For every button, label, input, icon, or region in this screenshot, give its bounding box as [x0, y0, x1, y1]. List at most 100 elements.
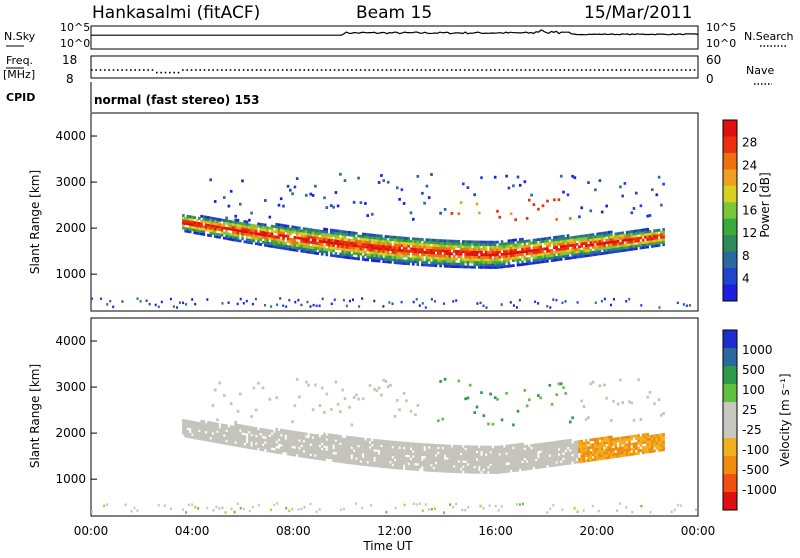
echo-cell	[569, 251, 572, 255]
echo-cell	[254, 408, 258, 412]
echo-cell	[537, 302, 540, 305]
echo-cell	[266, 231, 269, 235]
echo-cell	[279, 431, 283, 435]
echo-cell	[630, 211, 634, 215]
echo-cell	[416, 458, 420, 461]
echo-cell	[441, 457, 445, 460]
echo-cell	[578, 445, 581, 448]
echo-cell	[464, 508, 467, 512]
echo-cell	[261, 223, 265, 226]
echo-cell	[473, 460, 476, 464]
echo-cell	[603, 383, 606, 387]
echo-cell	[514, 258, 517, 262]
echo-cell	[635, 239, 638, 243]
echo-cell	[584, 441, 588, 445]
echo-cell	[284, 429, 288, 433]
echo-cell	[243, 437, 247, 441]
echo-cell	[500, 457, 504, 461]
echo-cell	[537, 394, 540, 397]
echo-cell	[332, 239, 335, 242]
echo-cell	[471, 240, 474, 244]
echo-cell	[293, 241, 297, 244]
echo-cell	[587, 251, 590, 255]
echo-cell	[130, 510, 133, 513]
echo-cell	[471, 243, 474, 246]
echo-cell	[330, 451, 333, 455]
echo-cell	[614, 247, 618, 251]
echo-cell	[193, 433, 196, 437]
echo-cell	[509, 239, 513, 242]
echo-cell	[186, 222, 190, 226]
echo-cell	[307, 453, 310, 456]
echo-cell	[660, 436, 663, 439]
echo-cell	[478, 260, 481, 264]
echo-cell	[641, 228, 645, 232]
echo-cell	[653, 439, 656, 443]
echo-cell	[559, 462, 563, 466]
echo-cell	[184, 222, 187, 225]
echo-cell	[396, 248, 399, 252]
echo-cell	[291, 453, 294, 457]
echo-cell	[616, 454, 620, 458]
echo-cell	[500, 505, 503, 508]
echo-cell	[646, 440, 649, 444]
echo-cell	[182, 216, 185, 220]
echo-cell	[343, 243, 347, 246]
echo-cell	[575, 453, 579, 456]
echo-cell	[364, 240, 367, 244]
echo-cell	[569, 446, 572, 450]
echo-cell	[330, 433, 333, 437]
echo-cell	[482, 445, 486, 449]
echo-cell	[439, 469, 442, 473]
echo-cell	[182, 221, 185, 225]
echo-cell	[336, 454, 340, 458]
echo-cell	[662, 443, 665, 446]
echo-cell	[471, 458, 474, 461]
echo-cell	[407, 449, 410, 453]
echo-cell	[455, 265, 458, 269]
echo-cell	[482, 455, 486, 459]
echo-cell	[534, 463, 538, 467]
echo-cell	[514, 461, 517, 465]
echo-cell	[334, 449, 338, 453]
echo-cell	[327, 446, 331, 449]
echo-cell	[254, 439, 258, 443]
echo-cell	[491, 471, 495, 474]
echo-cell	[345, 438, 349, 442]
echo-cell	[514, 243, 517, 247]
echo-cell	[548, 441, 552, 445]
echo-cell	[316, 452, 319, 455]
echo-cell	[345, 458, 349, 462]
echo-cell	[382, 237, 385, 241]
echo-cell	[211, 222, 215, 225]
freq-dot	[351, 69, 353, 71]
echo-cell	[414, 467, 417, 471]
echo-cell	[400, 466, 404, 470]
echo-cell	[198, 427, 201, 430]
echo-cell	[291, 192, 294, 196]
echo-cell	[614, 250, 618, 253]
echo-cell	[500, 252, 504, 256]
echo-cell	[311, 233, 315, 237]
echo-cell	[427, 246, 431, 249]
echo-cell	[407, 452, 410, 455]
echo-cell	[489, 455, 492, 459]
echo-cell	[185, 511, 188, 514]
echo-cell	[400, 454, 404, 457]
echo-cell	[589, 248, 593, 252]
echo-cell	[525, 447, 529, 451]
echo-cell	[416, 242, 420, 246]
echo-cell	[209, 219, 212, 222]
echo-cell	[434, 451, 438, 455]
echo-cell	[616, 247, 620, 251]
echo-cell	[336, 247, 340, 251]
echo-cell	[213, 222, 217, 226]
echo-cell	[257, 435, 260, 438]
echo-cell	[641, 246, 645, 250]
echo-cell	[523, 460, 527, 463]
echo-cell	[603, 451, 606, 455]
echo-cell	[204, 218, 208, 221]
echo-cell	[603, 449, 606, 453]
echo-cell	[457, 445, 461, 448]
